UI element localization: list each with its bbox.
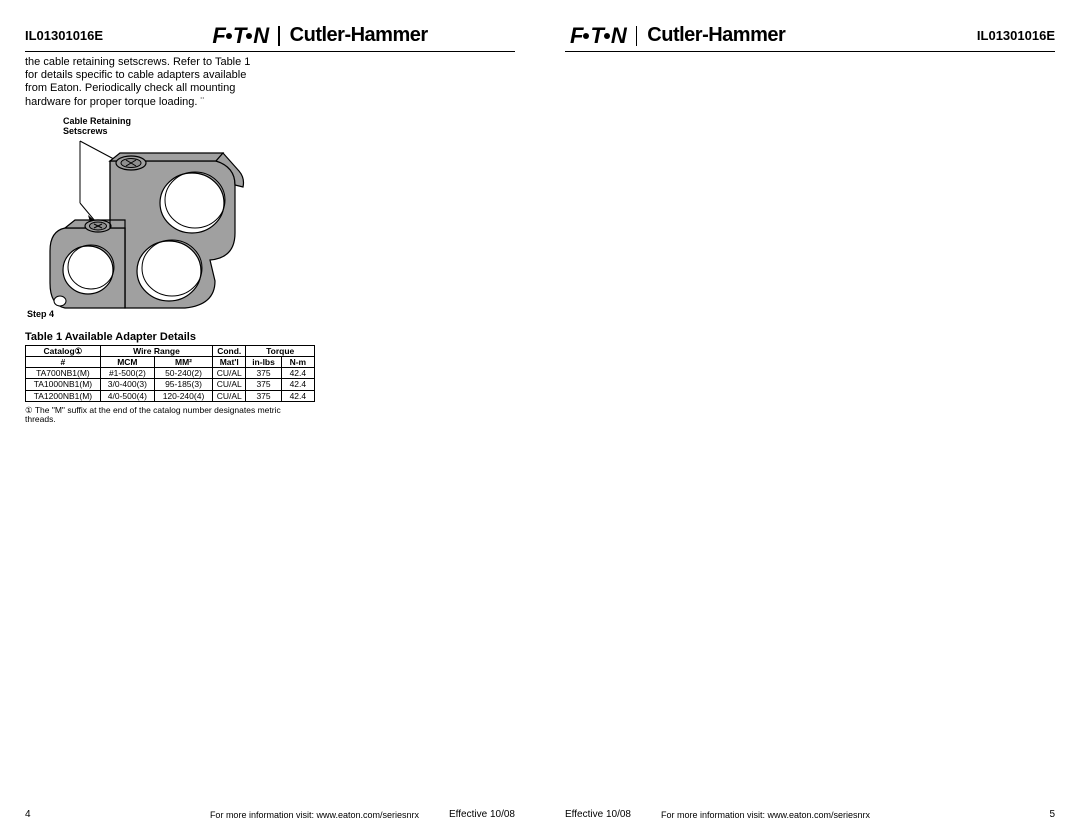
th: MM² <box>154 356 212 367</box>
divider-icon <box>636 26 638 46</box>
page-4: IL01301016E FTN Cutler-Hammer the cable … <box>0 0 540 834</box>
eaton-logo-icon: FTN <box>212 23 268 49</box>
divider-icon <box>278 26 280 46</box>
th: in-lbs <box>246 356 281 367</box>
th: Wire Range <box>100 345 212 356</box>
brand-block: FTN Cutler-Hammer <box>125 23 515 49</box>
footer-left: 4 For more information visit: www.eaton.… <box>0 809 540 820</box>
callout-label: Cable Retaining Setscrews <box>63 117 131 137</box>
table-header-row2: # MCM MM² Mat'l in-lbs N-m <box>26 356 315 367</box>
table-row: TA1000NB1(M)3/0-400(3)95-185(3)CU/AL3754… <box>26 379 315 390</box>
th: Mat'l <box>213 356 246 367</box>
adapter-table: Catalog① Wire Range Cond. Torque # MCM M… <box>25 345 315 402</box>
doc-id: IL01301016E <box>25 28 125 43</box>
header-bar: FTN Cutler-Hammer IL01301016E <box>565 20 1055 52</box>
adapter-diagram: Cable Retaining Setscrews Step 4 <box>25 113 245 323</box>
table-row: TA700NB1(M)#1-500(2)50-240(2)CU/AL37542.… <box>26 368 315 379</box>
header-bar: IL01301016E FTN Cutler-Hammer <box>25 20 515 52</box>
page-number: 5 <box>1049 809 1055 820</box>
eaton-logo-icon: FTN <box>570 23 626 49</box>
table-row: TA1200NB1(M)4/0-500(4)120-240(4)CU/AL375… <box>26 390 315 401</box>
footer-info: For more information visit: www.eaton.co… <box>661 810 870 820</box>
footer-info: For more information visit: www.eaton.co… <box>210 810 419 820</box>
doc-id: IL01301016E <box>955 28 1055 43</box>
th: MCM <box>100 356 154 367</box>
footer-right: Effective 10/08 For more information vis… <box>540 809 1080 820</box>
th: Cond. <box>213 345 246 356</box>
step-label: Step 4 <box>27 309 54 319</box>
brand-block: FTN Cutler-Hammer <box>565 23 955 49</box>
cutler-hammer-logo: Cutler-Hammer <box>647 24 785 47</box>
table-footnote: ① The "M" suffix at the end of the catal… <box>25 406 285 425</box>
th: # <box>26 356 101 367</box>
footer-effective: Effective 10/08 <box>449 809 515 820</box>
th: Catalog① <box>26 345 101 356</box>
page-5: FTN Cutler-Hammer IL01301016E Effective … <box>540 0 1080 834</box>
th: Torque <box>246 345 315 356</box>
table-header-row1: Catalog① Wire Range Cond. Torque <box>26 345 315 356</box>
table-body: TA700NB1(M)#1-500(2)50-240(2)CU/AL37542.… <box>26 368 315 402</box>
table-title: Table 1 Available Adapter Details <box>25 331 515 343</box>
page-number: 4 <box>25 809 31 820</box>
body-paragraph: the cable retaining setscrews. Refer to … <box>25 56 255 109</box>
footer-effective: Effective 10/08 <box>565 809 631 820</box>
adapter-svg-icon <box>25 113 245 323</box>
cutler-hammer-logo: Cutler-Hammer <box>290 24 428 47</box>
th: N-m <box>281 356 314 367</box>
